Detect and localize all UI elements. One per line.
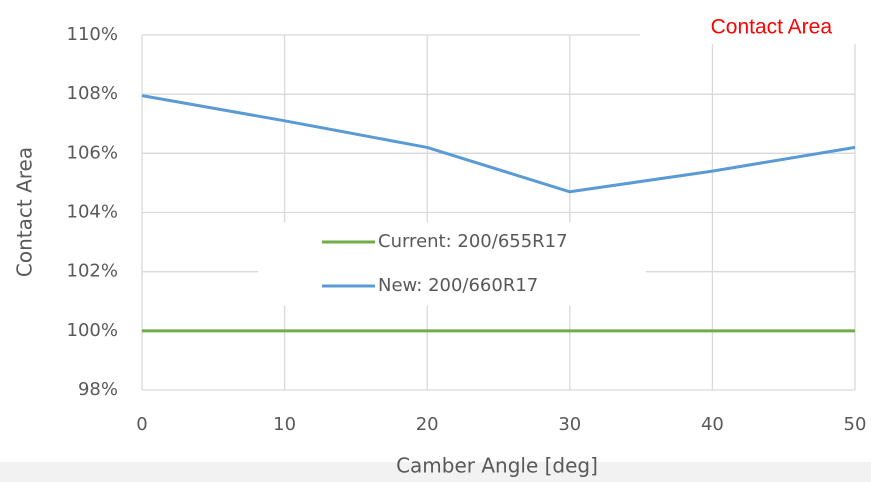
x-tick-label: 10 (273, 414, 296, 435)
x-tick-label: 30 (558, 414, 581, 435)
y-tick-label: 104% (67, 202, 118, 223)
x-axis-label: Camber Angle [deg] (396, 454, 598, 478)
legend-label: Current: 200/655R17 (378, 231, 568, 252)
y-tick-label: 102% (67, 261, 118, 282)
footer-band (0, 462, 871, 482)
y-tick-label: 110% (67, 24, 118, 45)
title-box (640, 12, 856, 44)
y-tick-label: 100% (67, 320, 118, 341)
legend-label: New: 200/660R17 (378, 275, 538, 296)
x-tick-label: 50 (844, 414, 867, 435)
y-tick-label: 106% (67, 142, 118, 163)
chart-title: Contact Area (711, 16, 833, 39)
series-line (141, 94, 856, 194)
x-tick-label: 40 (701, 414, 724, 435)
legend-box (258, 222, 646, 306)
x-tick-label: 20 (416, 414, 439, 435)
x-tick-label: 0 (136, 414, 147, 435)
y-tick-label: 98% (78, 379, 118, 400)
y-tick-label: 108% (67, 83, 118, 104)
y-axis-label: Contact Area (13, 147, 37, 277)
